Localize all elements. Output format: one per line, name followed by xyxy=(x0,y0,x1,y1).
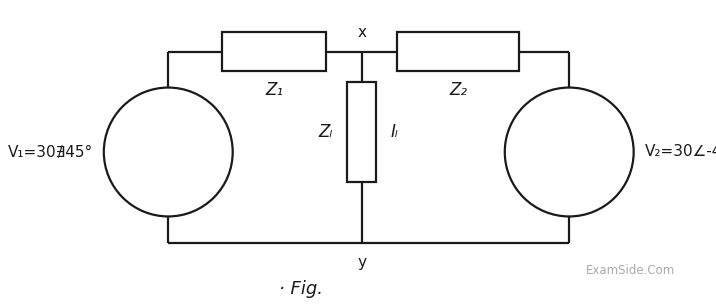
Text: +: + xyxy=(546,96,557,110)
Text: y: y xyxy=(357,255,366,270)
Text: Iₗ: Iₗ xyxy=(390,123,398,141)
Text: ~: ~ xyxy=(160,140,176,158)
Text: −: − xyxy=(546,194,557,208)
Text: ~: ~ xyxy=(561,140,577,158)
Text: −: − xyxy=(180,194,192,208)
Bar xyxy=(347,82,376,182)
Text: Z₁: Z₁ xyxy=(265,81,283,99)
Text: V₂=30∠-45°: V₂=30∠-45° xyxy=(644,144,716,160)
Text: Z₂: Z₂ xyxy=(449,81,468,99)
Ellipse shape xyxy=(505,88,634,216)
Text: +: + xyxy=(180,96,192,110)
Bar xyxy=(222,32,326,71)
Text: V₁=30∄45°: V₁=30∄45° xyxy=(8,144,93,160)
Text: x: x xyxy=(357,25,366,40)
Text: Zₗ: Zₗ xyxy=(319,123,333,141)
Text: ExamSide.Com: ExamSide.Com xyxy=(586,264,674,277)
Bar xyxy=(397,32,519,71)
Ellipse shape xyxy=(104,88,233,216)
Text: · Fig.: · Fig. xyxy=(279,280,323,298)
